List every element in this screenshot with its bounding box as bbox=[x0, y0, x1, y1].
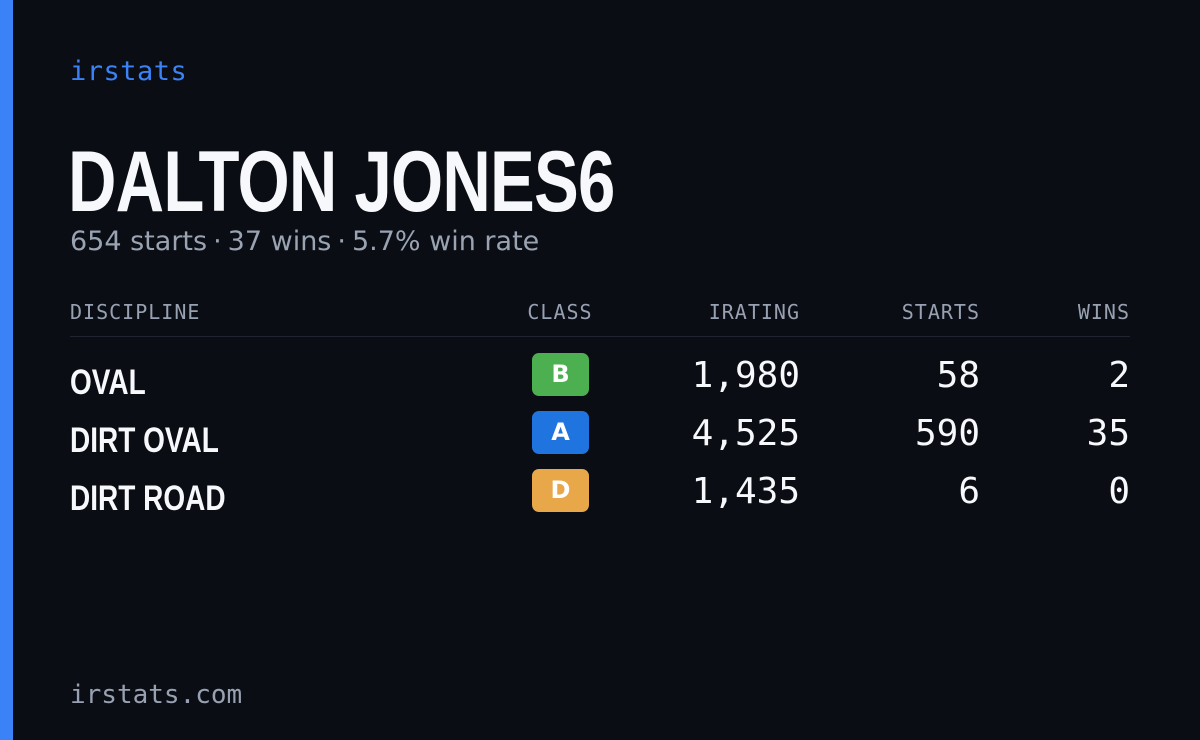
header-class: CLASS bbox=[527, 300, 593, 324]
summary-win-rate: 5.7% win rate bbox=[351, 226, 540, 257]
irating-value: 4,525 bbox=[691, 413, 800, 454]
table-body: OVAL B 1,980 58 2 DIRT OVAL A 4,525 590 … bbox=[70, 337, 1130, 527]
table-row: DIRT OVAL A 4,525 590 35 bbox=[70, 411, 1130, 469]
accent-bar bbox=[0, 0, 13, 740]
discipline-name: OVAL bbox=[70, 363, 146, 402]
footer-url[interactable]: irstats.com bbox=[70, 680, 243, 710]
starts-value: 58 bbox=[936, 355, 980, 396]
license-class-badge: A bbox=[532, 411, 589, 454]
summary-separator: · bbox=[213, 226, 222, 257]
wins-value: 35 bbox=[1086, 413, 1130, 454]
license-class-badge: D bbox=[532, 469, 589, 512]
discipline-name: DIRT OVAL bbox=[70, 421, 219, 460]
wins-value: 2 bbox=[1108, 355, 1130, 396]
brand-logo-text[interactable]: irstats bbox=[70, 56, 188, 87]
summary-starts: 654 starts bbox=[70, 226, 208, 257]
header-wins: WINS bbox=[1077, 300, 1130, 324]
wins-value: 0 bbox=[1108, 471, 1130, 512]
irating-value: 1,980 bbox=[691, 355, 800, 396]
summary-separator: · bbox=[337, 226, 346, 257]
driver-name: DALTON JONES6 bbox=[68, 134, 615, 230]
summary-wins: 37 wins bbox=[227, 226, 332, 257]
driver-summary: 654 starts · 37 wins · 5.7% win rate bbox=[70, 226, 539, 257]
starts-value: 590 bbox=[914, 413, 980, 454]
table-header: DISCIPLINE CLASS IRATING STARTS WINS bbox=[70, 296, 1130, 337]
irating-value: 1,435 bbox=[691, 471, 800, 512]
header-irating: IRATING bbox=[708, 300, 800, 324]
stats-table: DISCIPLINE CLASS IRATING STARTS WINS OVA… bbox=[70, 296, 1130, 527]
header-discipline: DISCIPLINE bbox=[70, 300, 201, 324]
discipline-name: DIRT ROAD bbox=[70, 479, 226, 518]
table-row: OVAL B 1,980 58 2 bbox=[70, 353, 1130, 411]
header-starts: STARTS bbox=[901, 300, 980, 324]
table-row: DIRT ROAD D 1,435 6 0 bbox=[70, 469, 1130, 527]
license-class-badge: B bbox=[532, 353, 589, 396]
starts-value: 6 bbox=[958, 471, 980, 512]
